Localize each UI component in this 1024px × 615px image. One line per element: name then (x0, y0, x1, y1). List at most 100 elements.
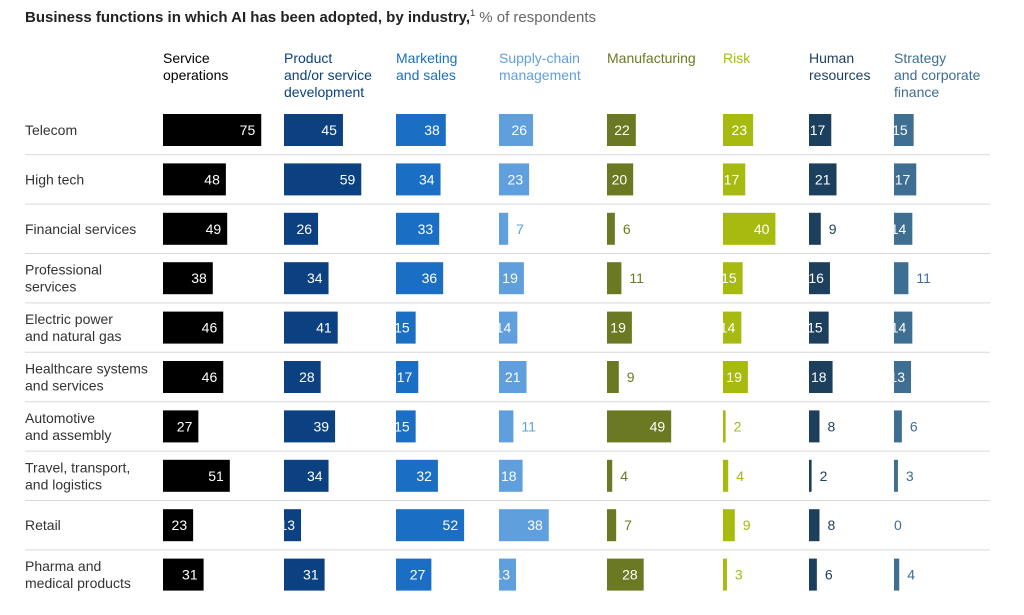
data-label: 38 (424, 122, 440, 138)
bar (499, 558, 517, 591)
bar (607, 114, 636, 146)
row-label: Electric power and natural gas (25, 311, 122, 344)
data-label: 9 (743, 517, 751, 533)
chart-title: Business functions in which AI has been … (25, 9, 471, 26)
data-label: 45 (321, 122, 337, 138)
bar (723, 311, 742, 344)
data-label: 14 (496, 320, 512, 336)
column-header-8: Strategy and corporate finance (894, 50, 981, 100)
column-header-6: Risk (723, 50, 751, 66)
bar (809, 311, 829, 344)
bar (284, 114, 343, 146)
data-label: 31 (182, 567, 198, 583)
data-label: 3 (735, 567, 743, 583)
bar (163, 459, 230, 492)
bar (284, 509, 302, 542)
data-label: 48 (204, 171, 220, 187)
bar (396, 361, 419, 393)
data-label: 34 (307, 468, 323, 484)
data-label: 6 (623, 221, 631, 237)
data-label: 4 (736, 468, 744, 484)
bar (163, 558, 204, 591)
data-label: 4 (907, 567, 915, 583)
bar (723, 558, 727, 591)
bar (894, 262, 909, 295)
bar (163, 361, 224, 393)
chart-title-block: Business functions in which AI has been … (25, 8, 596, 26)
data-label: 26 (296, 221, 312, 237)
data-label: 17 (810, 122, 826, 138)
data-label: 16 (808, 270, 824, 286)
bar (499, 459, 523, 492)
column-header-4: Supply-chain management (499, 50, 581, 83)
data-label: 15 (394, 320, 410, 336)
bar (607, 311, 632, 344)
bar (809, 262, 830, 295)
row-label: Retail (25, 517, 61, 533)
bar (499, 410, 514, 443)
data-label: 7 (516, 221, 524, 237)
bar (894, 558, 900, 591)
bar (607, 509, 617, 542)
bar (723, 361, 748, 393)
data-label: 32 (416, 468, 432, 484)
row-label: Healthcare systems and services (25, 361, 148, 394)
bar (607, 459, 613, 492)
data-label: 6 (910, 418, 918, 434)
data-label: 0 (894, 517, 902, 533)
data-label: 28 (622, 567, 638, 583)
bar (284, 361, 321, 393)
data-label: 23 (732, 122, 748, 138)
bar (723, 114, 754, 146)
data-label: 39 (314, 418, 330, 434)
bar (607, 212, 615, 245)
data-label: 26 (511, 122, 527, 138)
row-label: Professional services (25, 262, 102, 295)
bar (723, 163, 746, 196)
data-label: 7 (624, 517, 632, 533)
data-label: 14 (891, 320, 907, 336)
data-label: 33 (418, 221, 434, 237)
data-label: 21 (815, 171, 831, 187)
column-header-3: Marketing and sales (396, 50, 457, 83)
data-label: 31 (303, 567, 319, 583)
data-label: 17 (724, 171, 740, 187)
bar (723, 410, 726, 443)
bar (894, 163, 917, 196)
data-label: 23 (172, 517, 188, 533)
data-label: 11 (629, 270, 644, 286)
data-label: 19 (610, 320, 626, 336)
data-label: 9 (829, 221, 837, 237)
data-label: 38 (191, 270, 207, 286)
bar (396, 262, 444, 295)
data-label: 3 (906, 468, 914, 484)
row-label: Travel, transport, and logistics (25, 459, 130, 492)
bar (809, 163, 837, 196)
bar (396, 311, 416, 344)
data-label: 49 (206, 221, 222, 237)
bar (284, 262, 329, 295)
bar (163, 114, 262, 146)
bar (499, 212, 509, 245)
column-header-5: Manufacturing (607, 50, 696, 66)
data-label: 20 (612, 171, 628, 187)
data-label: 23 (508, 171, 524, 187)
data-label: 9 (627, 369, 635, 385)
data-label: 15 (721, 270, 737, 286)
bar (284, 558, 325, 591)
bar (894, 410, 902, 443)
bar (284, 212, 319, 245)
data-label: 38 (527, 517, 543, 533)
bar (396, 212, 440, 245)
bar (809, 361, 833, 393)
bar (284, 163, 362, 196)
data-label: 11 (916, 270, 931, 286)
bar (163, 163, 226, 196)
row-label: High tech (25, 171, 84, 187)
bar (396, 459, 438, 492)
data-label: 14 (720, 320, 736, 336)
data-label: 22 (614, 122, 630, 138)
row-label: Financial services (25, 221, 136, 237)
data-label: 52 (443, 517, 459, 533)
bar (499, 163, 530, 196)
